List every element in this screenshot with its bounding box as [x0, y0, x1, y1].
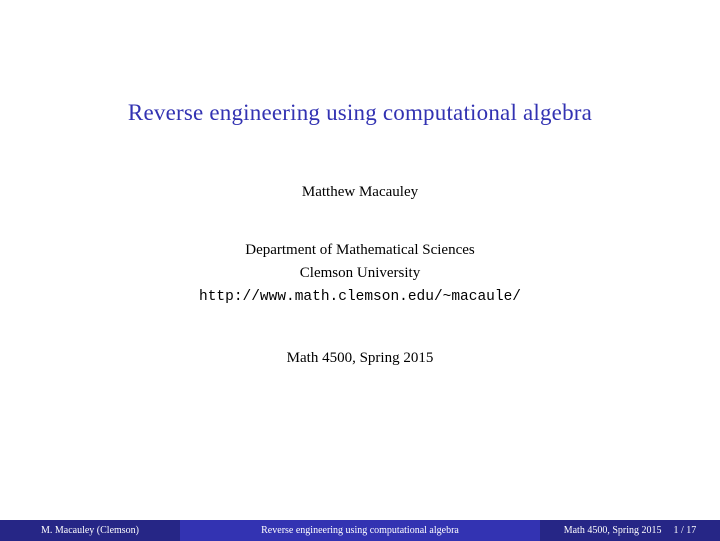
slide-footer: M. Macauley (Clemson) Reverse engineerin… — [0, 520, 720, 541]
footer-title: Reverse engineering using computational … — [180, 520, 540, 541]
footer-title-text: Reverse engineering using computational … — [261, 525, 459, 536]
slide: Reverse engineering using computational … — [0, 0, 720, 541]
affiliation-dept: Department of Mathematical Sciences — [0, 239, 720, 262]
author-name: Matthew Macauley — [0, 184, 720, 201]
slide-title: Reverse engineering using computational … — [0, 100, 720, 126]
affiliation-block: Department of Mathematical Sciences Clem… — [0, 239, 720, 308]
affiliation-url: http://www.math.clemson.edu/~macaule/ — [0, 286, 720, 308]
footer-author-text: M. Macauley (Clemson) — [41, 525, 139, 536]
affiliation-university: Clemson University — [0, 262, 720, 285]
footer-author: M. Macauley (Clemson) — [0, 520, 180, 541]
footer-page-number: 1 / 17 — [674, 525, 697, 536]
course-info: Math 4500, Spring 2015 — [0, 350, 720, 367]
footer-course-text: Math 4500, Spring 2015 — [564, 525, 662, 536]
footer-page: Math 4500, Spring 2015 1 / 17 — [540, 520, 720, 541]
slide-content: Reverse engineering using computational … — [0, 0, 720, 520]
